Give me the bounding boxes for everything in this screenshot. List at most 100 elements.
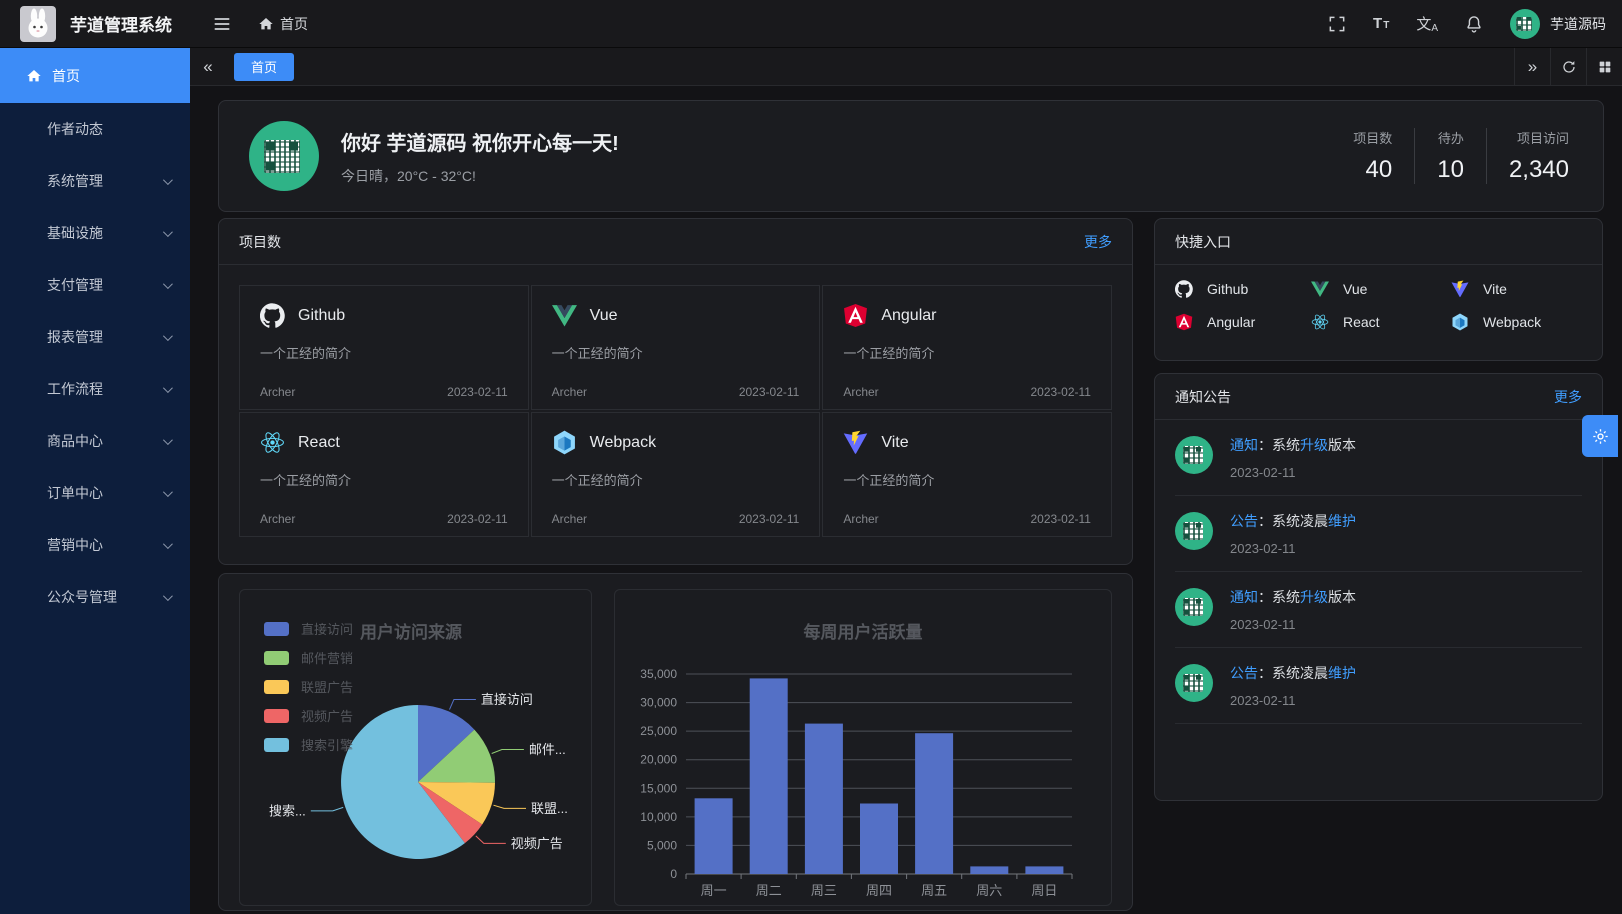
project-desc: 一个正经的简介 [843, 473, 935, 488]
bar-chart-canvas[interactable]: 0 5,000 10,000 15,000 20,000 25,000 30,000 35,0… [615, 590, 1111, 907]
sidebar-item-mp[interactable]: 公众号管理 [0, 571, 190, 623]
sidebar-item-order[interactable]: 订单中心 [0, 467, 190, 519]
notice-qr-avatar [1175, 436, 1213, 474]
shortcut-label: Github [1207, 281, 1249, 297]
project-card-github[interactable]: Github 一个正经的简介 Archer 2023-02-11 [239, 285, 529, 410]
welcome-card: 你好 芋道源码 祝你开心每一天! 今日晴，20°C - 32°C! 项目数 40… [218, 100, 1604, 212]
sidebar-item-infra[interactable]: 基础设施 [0, 207, 190, 259]
project-card-react[interactable]: React 一个正经的简介 Archer 2023-02-11 [239, 412, 529, 537]
chevron-down-icon [162, 226, 173, 237]
sidebar-item-workflow[interactable]: 工作流程 [0, 363, 190, 415]
project-name: Vite [881, 433, 909, 451]
shortcut-vite[interactable]: Vite [1451, 280, 1582, 298]
notice-item[interactable]: 公告：系统凌晨维护 2023-02-11 [1175, 496, 1582, 572]
tabs-scroll-left-icon[interactable]: « [203, 56, 213, 76]
sidebar-item-product[interactable]: 商品中心 [0, 415, 190, 467]
project-card-vue[interactable]: Vue 一个正经的简介 Archer 2023-02-11 [530, 285, 821, 410]
refresh-icon[interactable] [1550, 48, 1586, 85]
shortcut-react[interactable]: React [1311, 313, 1451, 331]
legend-item[interactable]: 直接访问 [264, 619, 353, 638]
sidebar-item-home[interactable]: 首页 [0, 48, 190, 103]
svg-text:周日: 周日 [1031, 883, 1057, 898]
project-desc: 一个正经的简介 [551, 473, 643, 488]
react-icon [260, 430, 285, 455]
svg-text:周六: 周六 [976, 883, 1002, 898]
project-date: 2023-02-11 [447, 385, 508, 399]
project-author: Archer [551, 512, 587, 526]
project-card-webpack[interactable]: Webpack 一个正经的简介 Archer 2023-02-11 [530, 412, 821, 537]
shortcut-grid: Github Vue Vite Angular React Webpack [1155, 265, 1602, 346]
legend-item[interactable]: 联盟广告 [264, 677, 353, 696]
font-size-icon[interactable]: TT [1373, 15, 1391, 32]
sidebar-item-author-feed[interactable]: 作者动态 [0, 103, 190, 155]
notice-qr-avatar [1175, 664, 1213, 702]
legend-item[interactable]: 邮件营销 [264, 648, 353, 667]
tabs-scroll-right-icon[interactable]: » [1514, 48, 1550, 85]
logo-area[interactable]: 芋道管理系统 [0, 5, 190, 42]
svg-text:15,000: 15,000 [640, 781, 677, 795]
svg-text:周四: 周四 [866, 883, 892, 898]
legend-item[interactable]: 视频广告 [264, 706, 353, 725]
svg-text:联盟...: 联盟... [531, 801, 568, 816]
user-menu[interactable]: 芋道源码 [1510, 8, 1606, 39]
sidebar-item-label: 订单中心 [47, 485, 103, 501]
shortcuts-card: 快捷入口 Github Vue Vite Angular React Webpack [1154, 218, 1603, 361]
chevron-down-icon [162, 382, 173, 393]
breadcrumb[interactable]: 首页 [258, 14, 308, 34]
projects-card-title: 项目数 [239, 233, 281, 250]
chevron-down-icon [162, 330, 173, 341]
sidebar-item-payment[interactable]: 支付管理 [0, 259, 190, 311]
projects-card: 项目数 更多 Github 一个正经的简介 Archer 2023-02-11 Vue 一… [218, 218, 1133, 565]
project-card-vite[interactable]: Vite 一个正经的简介 Archer 2023-02-11 [822, 412, 1112, 537]
pie-legend[interactable]: 直接访问邮件营销联盟广告视频广告搜索引擎 [264, 619, 353, 764]
bar-chart-weekly-activity[interactable]: 每周用户活跃量 0 5,000 10,000 15,000 20,000 25,000 30… [614, 589, 1112, 906]
app-header: 芋道管理系统 首页 TT 文A 芋道源码 [0, 0, 1622, 48]
notice-date: 2023-02-11 [1230, 617, 1296, 632]
projects-more-link[interactable]: 更多 [1084, 233, 1112, 250]
notice-qr-avatar [1175, 588, 1213, 626]
layout-grid-icon[interactable] [1586, 48, 1622, 85]
project-date: 2023-02-11 [1030, 385, 1091, 399]
project-card-angular[interactable]: Angular 一个正经的简介 Archer 2023-02-11 [822, 285, 1112, 410]
sidebar-item-marketing[interactable]: 营销中心 [0, 519, 190, 571]
stats-row: 项目数 40 待办 10 项目访问 2,340 [1331, 128, 1573, 184]
svg-text:10,000: 10,000 [640, 810, 677, 824]
home-icon [26, 68, 42, 84]
sidebar-item-label: 工作流程 [47, 381, 103, 397]
project-name: Angular [881, 306, 937, 324]
sidebar-item-system[interactable]: 系统管理 [0, 155, 190, 207]
shortcut-label: Vue [1343, 281, 1368, 297]
github-icon [260, 303, 285, 328]
notification-bell-icon[interactable] [1464, 14, 1484, 34]
notices-more-link[interactable]: 更多 [1554, 388, 1582, 405]
bar-chart-title: 每周用户活跃量 [803, 623, 923, 642]
notice-item[interactable]: 公告：系统凌晨维护 2023-02-11 [1175, 648, 1582, 724]
tab-home[interactable]: 首页 [234, 52, 295, 81]
svg-text:25,000: 25,000 [640, 724, 677, 738]
pie-chart-user-source[interactable]: 直接访问 邮件营销 联盟广告 视频广告 搜索引擎 用户访问来源 直接访问 邮件... 联盟.… [239, 589, 592, 906]
shortcut-webpack[interactable]: Webpack [1451, 313, 1582, 331]
notice-item[interactable]: 通知：系统升级版本 2023-02-11 [1175, 420, 1582, 496]
gear-icon [1592, 428, 1608, 444]
project-author: Archer [843, 385, 879, 399]
theme-settings-button[interactable] [1582, 415, 1618, 457]
project-author: Archer [843, 512, 879, 526]
svg-text:周二: 周二 [756, 883, 782, 898]
svg-text:视频广告: 视频广告 [511, 836, 563, 851]
language-icon[interactable]: 文A [1416, 16, 1438, 34]
sidebar-item-label: 报表管理 [47, 329, 103, 345]
shortcut-github[interactable]: Github [1175, 280, 1311, 298]
pie-chart-canvas[interactable]: 直接访问邮件...联盟...视频广告搜索... [240, 590, 593, 907]
app-title: 芋道管理系统 [70, 16, 172, 35]
shortcut-vue[interactable]: Vue [1311, 280, 1451, 298]
notice-item[interactable]: 通知：系统升级版本 2023-02-11 [1175, 572, 1582, 648]
project-desc: 一个正经的简介 [843, 346, 935, 361]
fullscreen-icon[interactable] [1327, 14, 1347, 34]
angular-icon [1175, 313, 1193, 331]
notice-date: 2023-02-11 [1230, 465, 1296, 480]
shortcut-angular[interactable]: Angular [1175, 313, 1311, 331]
legend-item[interactable]: 搜索引擎 [264, 735, 353, 754]
sidebar-item-report[interactable]: 报表管理 [0, 311, 190, 363]
menu-collapse-icon[interactable] [212, 14, 232, 34]
project-date: 2023-02-11 [738, 512, 800, 526]
